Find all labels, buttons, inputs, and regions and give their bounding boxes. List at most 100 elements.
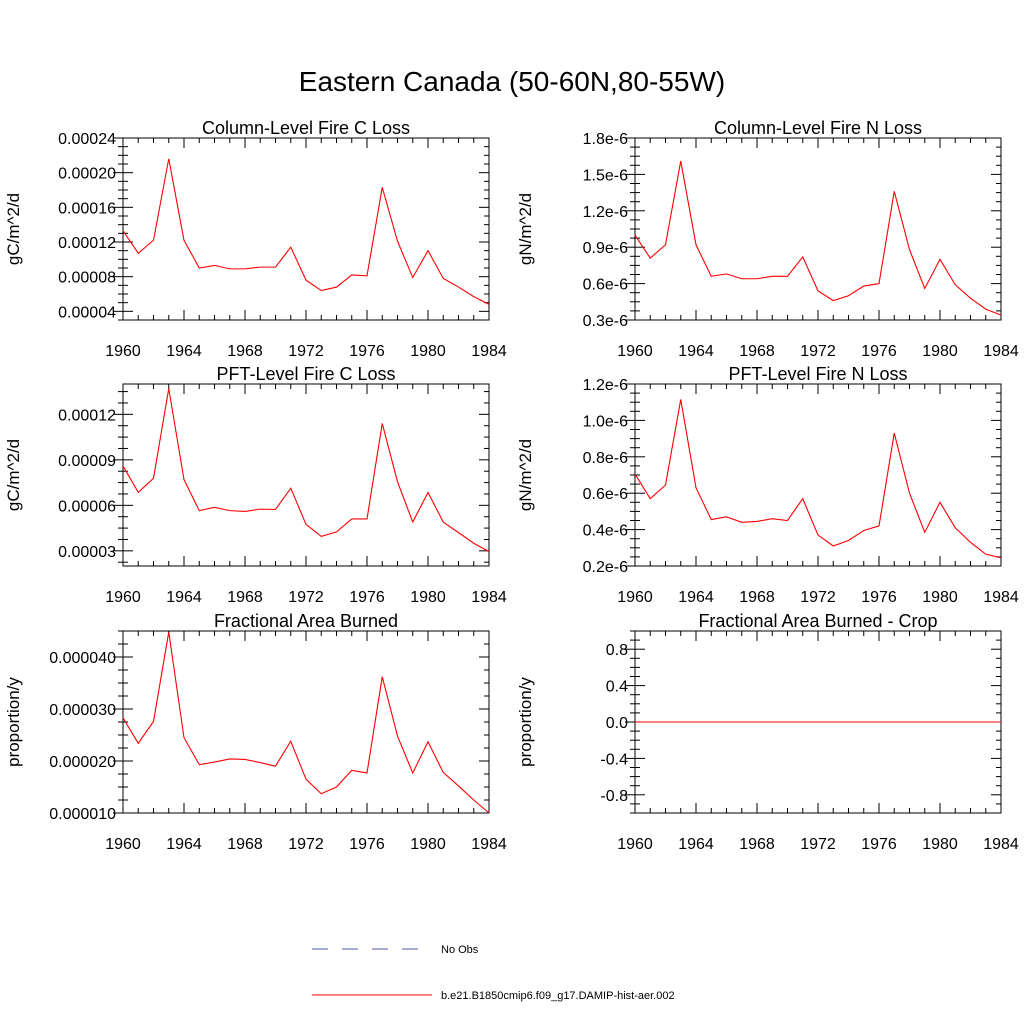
x-tick-label: 1980	[410, 343, 446, 360]
x-tick-label: 1972	[800, 836, 836, 853]
y-tick-label: 0.6e-6	[583, 486, 628, 503]
x-tick-label: 1976	[861, 836, 897, 853]
series-line	[122, 158, 490, 305]
y-tick-label: 1.8e-6	[583, 131, 628, 148]
y-axis-label: gC/m^2/d	[4, 439, 23, 511]
figure-title: Eastern Canada (50-60N,80-55W)	[299, 66, 725, 97]
y-tick-label: 0.000040	[49, 650, 116, 667]
y-tick-label: 1.0e-6	[583, 413, 628, 430]
y-tick-label: 0.000030	[49, 702, 116, 719]
y-tick-label: 0.8	[606, 642, 628, 659]
x-tick-label: 1972	[288, 343, 324, 360]
y-tick-label: 0.4e-6	[583, 523, 628, 540]
x-tick-label: 1984	[983, 836, 1019, 853]
y-axis-label: proportion/y	[516, 677, 535, 767]
plot-frame	[122, 137, 490, 321]
panel-title: Fractional Area Burned	[214, 611, 398, 631]
x-tick-label: 1968	[227, 343, 263, 360]
x-tick-label: 1984	[471, 343, 507, 360]
x-tick-label: 1968	[227, 589, 263, 606]
y-tick-label: 0.3e-6	[583, 313, 628, 330]
panel-title: PFT-Level Fire C Loss	[216, 364, 395, 384]
x-tick-label: 1964	[678, 836, 714, 853]
x-tick-label: 1984	[983, 343, 1019, 360]
x-tick-label: 1976	[861, 343, 897, 360]
chart-panel-area-burned-crop: Fractional Area Burned - Crop proportion/…	[516, 611, 1019, 853]
x-tick-label: 1960	[105, 836, 141, 853]
y-tick-label: 0.00003	[58, 544, 116, 561]
x-tick-label: 1972	[288, 589, 324, 606]
chart-panel-area-burned: Fractional Area Burned proportion/y 1960 19…	[4, 611, 507, 853]
y-axis-label: gC/m^2/d	[4, 193, 23, 265]
y-tick-label: 0.9e-6	[583, 240, 628, 257]
x-tick-label: 1964	[166, 589, 202, 606]
x-tick-label: 1960	[617, 589, 653, 606]
chart-panel-pft-n-loss: PFT-Level Fire N Loss gN/m^2/d 1960 1964 196…	[516, 364, 1019, 606]
y-tick-label: -0.4	[600, 751, 628, 768]
x-tick-label: 1976	[861, 589, 897, 606]
x-tick-label: 1964	[678, 589, 714, 606]
x-tick-label: 1964	[166, 343, 202, 360]
y-tick-label: 0.00012	[58, 235, 116, 252]
legend-label-model-run: b.e21.B1850cmip6.f09_g17.DAMIP-hist-aer.…	[441, 990, 675, 1002]
y-tick-label: 0.00024	[58, 131, 116, 148]
y-tick-label: 0.00012	[58, 407, 116, 424]
y-tick-label: 0.0	[606, 715, 628, 732]
y-tick-label: 0.00009	[58, 453, 116, 470]
y-tick-label: -0.8	[600, 788, 628, 805]
x-tick-label: 1980	[410, 836, 446, 853]
x-tick-label: 1980	[922, 343, 958, 360]
y-tick-label: 0.6e-6	[583, 277, 628, 294]
panel-title: Column-Level Fire N Loss	[714, 118, 922, 138]
series-line	[634, 399, 1002, 559]
y-tick-label: 0.00008	[58, 270, 116, 287]
y-axis-label: gN/m^2/d	[516, 193, 535, 265]
y-tick-label: 0.000010	[49, 806, 116, 823]
series-line	[122, 631, 490, 814]
x-tick-label: 1972	[288, 836, 324, 853]
plot-frame	[122, 383, 490, 567]
chart-panel-column-c-loss: Column-Level Fire C Loss gC/m^2/d 1960 1964…	[4, 118, 507, 360]
y-tick-label: 0.00006	[58, 498, 116, 515]
y-axis-label: proportion/y	[4, 677, 23, 767]
x-tick-label: 1968	[739, 343, 775, 360]
panel-title: PFT-Level Fire N Loss	[728, 364, 907, 384]
y-tick-label: 1.5e-6	[583, 167, 628, 184]
x-tick-label: 1972	[800, 343, 836, 360]
x-tick-label: 1968	[739, 836, 775, 853]
chart-panel-pft-c-loss: PFT-Level Fire C Loss gC/m^2/d 1960 1964 196…	[4, 364, 507, 606]
plot-frame	[634, 383, 1002, 567]
legend-label-no-obs: No Obs	[441, 944, 479, 956]
plot-frame	[634, 137, 1002, 321]
x-tick-label: 1964	[678, 343, 714, 360]
y-axis-label: gN/m^2/d	[516, 439, 535, 511]
x-tick-label: 1960	[105, 343, 141, 360]
y-tick-label: 0.8e-6	[583, 450, 628, 467]
series-line	[634, 160, 1002, 316]
x-tick-label: 1984	[471, 589, 507, 606]
y-tick-label: 0.00016	[58, 200, 116, 217]
x-tick-label: 1960	[105, 589, 141, 606]
panel-title: Column-Level Fire C Loss	[202, 118, 410, 138]
y-tick-label: 1.2e-6	[583, 377, 628, 394]
y-tick-label: 0.2e-6	[583, 559, 628, 576]
x-tick-label: 1980	[410, 589, 446, 606]
x-tick-label: 1968	[227, 836, 263, 853]
x-tick-label: 1964	[166, 836, 202, 853]
panel-title: Fractional Area Burned - Crop	[698, 611, 937, 631]
x-tick-label: 1984	[471, 836, 507, 853]
y-tick-label: 0.00004	[58, 304, 116, 321]
x-tick-label: 1968	[739, 589, 775, 606]
x-tick-label: 1976	[349, 836, 385, 853]
y-tick-label: 0.00020	[58, 166, 116, 183]
x-tick-label: 1960	[617, 343, 653, 360]
x-tick-label: 1980	[922, 836, 958, 853]
y-tick-label: 1.2e-6	[583, 204, 628, 221]
x-tick-label: 1972	[800, 589, 836, 606]
x-tick-label: 1980	[922, 589, 958, 606]
y-tick-label: 0.000020	[49, 754, 116, 771]
y-tick-label: 0.4	[606, 679, 628, 696]
legend: No Obs b.e21.B1850cmip6.f09_g17.DAMIP-hi…	[312, 944, 675, 1002]
series-line	[122, 388, 490, 553]
